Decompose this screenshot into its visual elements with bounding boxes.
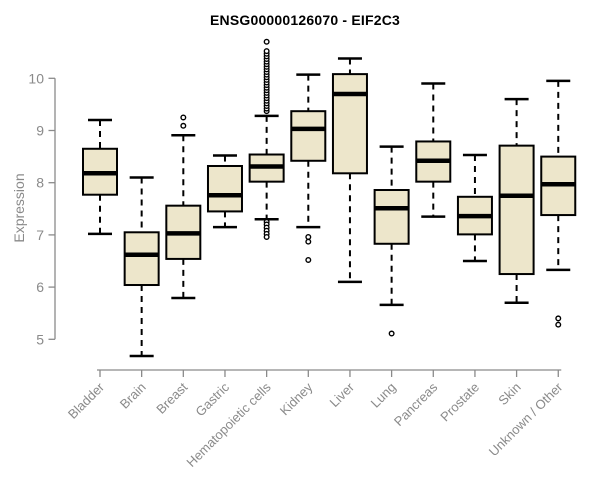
x-tick-label: Liver bbox=[327, 379, 358, 410]
box-brain bbox=[123, 231, 160, 287]
x-tick-label: Kidney bbox=[277, 379, 316, 418]
x-tick-label: Breast bbox=[153, 379, 190, 416]
box-kidney bbox=[290, 110, 327, 162]
box-gastric bbox=[206, 164, 243, 213]
x-tick-label: Gastric bbox=[192, 379, 232, 419]
outlier-breast bbox=[180, 122, 187, 129]
chart-title: ENSG00000126070 - EIF2C3 bbox=[209, 12, 401, 28]
outlier-lung bbox=[388, 330, 395, 337]
y-tick-label: 10 bbox=[28, 70, 44, 86]
x-tick-label: Bladder bbox=[65, 379, 108, 422]
x-tick-label: Skin bbox=[495, 380, 523, 408]
x-tick-label: Prostate bbox=[437, 380, 482, 425]
x-tick-label: Unknown / Other bbox=[486, 379, 566, 459]
y-tick-label: 9 bbox=[36, 123, 44, 139]
y-axis-label: Expression bbox=[11, 173, 27, 243]
outlier-hematopoietic-cells bbox=[263, 38, 270, 45]
outlier-kidney bbox=[305, 233, 312, 240]
outlier-kidney bbox=[305, 256, 312, 263]
outlier-unknown-other bbox=[555, 321, 562, 328]
box-liver bbox=[331, 73, 368, 175]
outlier-unknown-other bbox=[555, 315, 562, 322]
outlier-hematopoietic-cells bbox=[263, 233, 270, 240]
y-tick-label: 6 bbox=[36, 279, 44, 295]
y-tick-label: 7 bbox=[36, 227, 44, 243]
outlier-kidney bbox=[305, 238, 312, 245]
box-lung bbox=[373, 189, 410, 245]
x-tick-label: Lung bbox=[368, 380, 399, 411]
x-tick-label: Brain bbox=[117, 380, 149, 412]
outlier-hematopoietic-cells bbox=[263, 48, 270, 55]
y-tick-label: 5 bbox=[36, 331, 44, 347]
box-skin bbox=[498, 144, 535, 276]
y-tick-label: 8 bbox=[36, 175, 44, 191]
outlier-breast bbox=[180, 114, 187, 121]
x-tick-label: Pancreas bbox=[391, 379, 441, 429]
